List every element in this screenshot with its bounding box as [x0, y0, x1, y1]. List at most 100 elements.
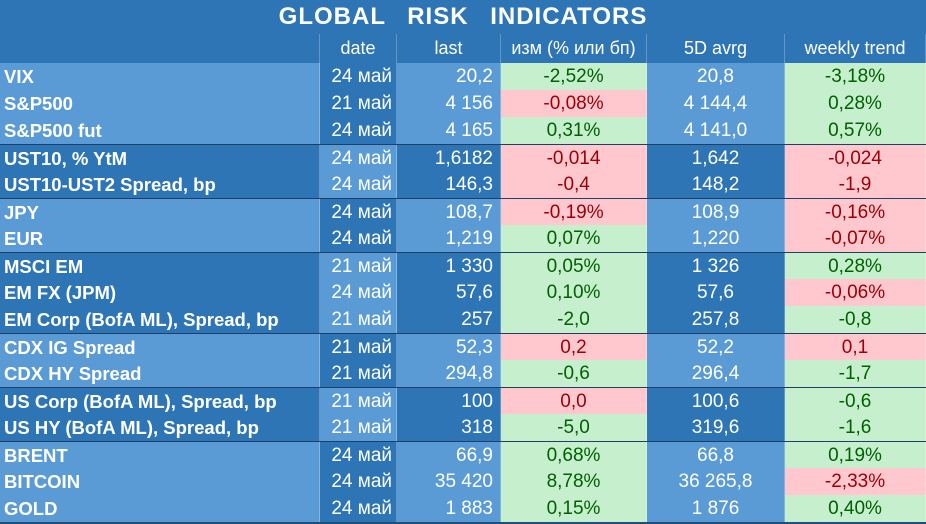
- indicator-weekly-trend: 0,28%: [785, 253, 926, 279]
- indicator-last: 108,7: [397, 199, 501, 225]
- indicator-name: GOLD: [0, 495, 320, 522]
- indicator-5d-avg: 1 326: [647, 253, 785, 279]
- indicator-name: CDX IG Spread: [0, 334, 320, 360]
- indicator-weekly-trend: 0,28%: [785, 90, 926, 117]
- indicator-date: 21 май: [320, 90, 397, 117]
- indicator-weekly-trend: 0,57%: [785, 117, 926, 144]
- table-row: US Corp (BofA ML), Spread, bp 21 май 100 0,…: [0, 387, 926, 414]
- indicator-last: 1,6182: [397, 145, 501, 171]
- indicator-5d-avg: 57,6: [647, 279, 785, 306]
- indicator-date: 24 май: [320, 199, 397, 225]
- header-date: date: [320, 34, 397, 63]
- indicator-date: 24 май: [320, 468, 397, 495]
- indicator-5d-avg: 4 144,4: [647, 90, 785, 117]
- indicator-date: 24 май: [320, 63, 397, 90]
- indicator-weekly-trend: 0,1: [785, 334, 926, 360]
- indicator-date: 24 май: [320, 171, 397, 198]
- indicator-change: -0,08%: [501, 90, 647, 117]
- indicator-date: 24 май: [320, 442, 397, 468]
- indicator-date: 21 май: [320, 360, 397, 387]
- indicator-name: EM FX (JPM): [0, 279, 320, 306]
- indicator-5d-avg: 20,8: [647, 63, 785, 90]
- indicator-last: 100: [397, 388, 501, 414]
- indicator-weekly-trend: -0,06%: [785, 279, 926, 306]
- table-row: EUR 24 май 1,219 0,07% 1,220 -0,07%: [0, 225, 926, 252]
- indicator-date: 21 май: [320, 334, 397, 360]
- indicator-name: VIX: [0, 63, 320, 90]
- indicator-name: US Corp (BofA ML), Spread, bp: [0, 388, 320, 414]
- indicator-last: 1 330: [397, 253, 501, 279]
- indicator-change: -5,0: [501, 414, 647, 441]
- indicator-5d-avg: 148,2: [647, 171, 785, 198]
- indicator-weekly-trend: 0,40%: [785, 495, 926, 522]
- indicator-last: 1 883: [397, 495, 501, 522]
- indicator-date: 21 май: [320, 388, 397, 414]
- indicator-5d-avg: 100,6: [647, 388, 785, 414]
- indicator-change: -0,4: [501, 171, 647, 198]
- indicator-last: 4 165: [397, 117, 501, 144]
- indicator-change: 0,07%: [501, 225, 647, 252]
- indicator-name: S&P500 fut: [0, 117, 320, 144]
- indicator-last: 1,219: [397, 225, 501, 252]
- table-row: JPY 24 май 108,7 -0,19% 108,9 -0,16%: [0, 198, 926, 225]
- indicator-last: 4 156: [397, 90, 501, 117]
- indicator-name: JPY: [0, 199, 320, 225]
- table-row: MSCI EM 21 май 1 330 0,05% 1 326 0,28%: [0, 252, 926, 279]
- indicator-5d-avg: 1 876: [647, 495, 785, 522]
- indicator-change: 0,0: [501, 388, 647, 414]
- indicator-name: UST10-UST2 Spread, bp: [0, 171, 320, 198]
- table-row: VIX 24 май 20,2 -2,52% 20,8 -3,18%: [0, 63, 926, 90]
- indicator-5d-avg: 36 265,8: [647, 468, 785, 495]
- indicator-date: 24 май: [320, 117, 397, 144]
- indicator-5d-avg: 52,2: [647, 334, 785, 360]
- indicator-name: BITCOIN: [0, 468, 320, 495]
- table-row: S&P500 21 май 4 156 -0,08% 4 144,4 0,28%: [0, 90, 926, 117]
- indicator-5d-avg: 296,4: [647, 360, 785, 387]
- indicator-date: 24 май: [320, 145, 397, 171]
- indicator-last: 35 420: [397, 468, 501, 495]
- indicator-name: EM Corp (BofA ML), Spread, bp: [0, 306, 320, 333]
- header-name: [0, 34, 320, 63]
- indicator-5d-avg: 257,8: [647, 306, 785, 333]
- indicator-change: -0,19%: [501, 199, 647, 225]
- indicator-weekly-trend: -0,024: [785, 145, 926, 171]
- indicator-change: 0,10%: [501, 279, 647, 306]
- indicator-change: 0,05%: [501, 253, 647, 279]
- indicator-change: -2,52%: [501, 63, 647, 90]
- table-row: BRENT 24 май 66,9 0,68% 66,8 0,19%: [0, 441, 926, 468]
- indicator-name: BRENT: [0, 442, 320, 468]
- table-row: EM FX (JPM) 24 май 57,6 0,10% 57,6 -0,06%: [0, 279, 926, 306]
- indicator-date: 24 май: [320, 225, 397, 252]
- table-row: UST10-UST2 Spread, bp 24 май 146,3 -0,4 148,…: [0, 171, 926, 198]
- indicator-change: -2,0: [501, 306, 647, 333]
- indicator-5d-avg: 1,642: [647, 145, 785, 171]
- table-row: US HY (BofA ML), Spread, bp 21 май 318 -5,0…: [0, 414, 926, 441]
- indicator-weekly-trend: -1,6: [785, 414, 926, 441]
- table-body: VIX 24 май 20,2 -2,52% 20,8 -3,18% S&P500 21 ма…: [0, 63, 926, 522]
- indicator-name: CDX HY Spread: [0, 360, 320, 387]
- indicator-last: 318: [397, 414, 501, 441]
- table-row: EM Corp (BofA ML), Spread, bp 21 май 257 -2…: [0, 306, 926, 333]
- indicator-name: US HY (BofA ML), Spread, bp: [0, 414, 320, 441]
- indicator-date: 24 май: [320, 495, 397, 522]
- indicator-change: -0,6: [501, 360, 647, 387]
- indicator-5d-avg: 4 141,0: [647, 117, 785, 144]
- indicator-weekly-trend: -2,33%: [785, 468, 926, 495]
- indicator-last: 52,3: [397, 334, 501, 360]
- indicator-5d-avg: 108,9: [647, 199, 785, 225]
- indicator-last: 257: [397, 306, 501, 333]
- indicator-weekly-trend: -0,6: [785, 388, 926, 414]
- indicator-change: 8,78%: [501, 468, 647, 495]
- indicator-name: MSCI EM: [0, 253, 320, 279]
- header-change: изм (% или бп): [501, 34, 647, 63]
- indicator-date: 24 май: [320, 279, 397, 306]
- indicator-date: 21 май: [320, 414, 397, 441]
- indicator-weekly-trend: -1,7: [785, 360, 926, 387]
- header-row: date last изм (% или бп) 5D avrg weekly …: [0, 34, 926, 63]
- indicator-5d-avg: 319,6: [647, 414, 785, 441]
- indicator-weekly-trend: -0,16%: [785, 199, 926, 225]
- table-row: GOLD 24 май 1 883 0,15% 1 876 0,40%: [0, 495, 926, 522]
- indicator-name: EUR: [0, 225, 320, 252]
- indicator-weekly-trend: 0,19%: [785, 442, 926, 468]
